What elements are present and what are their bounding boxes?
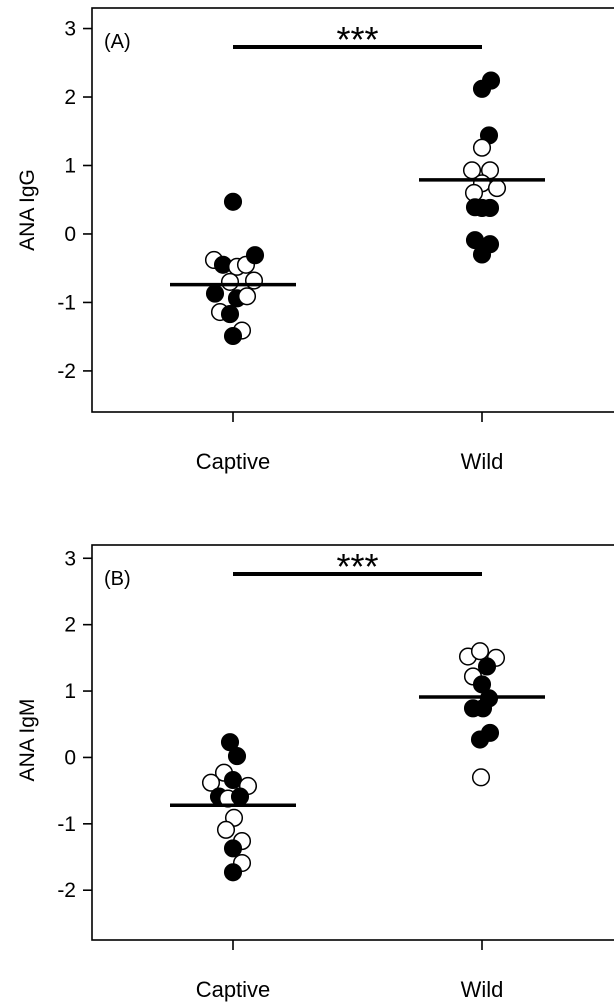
data-point-filled (230, 787, 250, 806)
y-tick-label: 1 (64, 154, 76, 177)
data-point-filled (223, 770, 243, 790)
data-point-filled (223, 326, 243, 346)
x-tick-label: Captive (196, 449, 271, 474)
y-tick-label: -1 (57, 291, 76, 314)
data-point-open (237, 287, 257, 306)
plot-frame (91, 544, 614, 941)
y-tick-label: -1 (57, 813, 76, 836)
panel-label: (A) (104, 31, 131, 53)
data-point-open (216, 820, 236, 839)
significance-label: *** (336, 19, 378, 60)
chart-panel-1: -2 -1 0 1 2 3 Captive Wild ANA IgG (A) *** (16, 7, 614, 474)
data-point-open (220, 272, 240, 291)
data-point-filled (220, 305, 240, 324)
y-tick-label: 3 (64, 18, 76, 41)
data-point-filled (223, 863, 243, 882)
y-tick-label: 2 (64, 86, 76, 109)
y-tick-label: 2 (64, 614, 76, 637)
data-point-filled (227, 747, 247, 766)
data-point-open (201, 773, 221, 792)
data-point-open (472, 138, 492, 157)
y-tick-label: 0 (64, 223, 76, 246)
data-point-filled (480, 198, 500, 217)
chart-panel-2: -2 -1 0 1 2 3 Captive Wild ANA IgM (B) *** (16, 544, 614, 1002)
y-axis-label: ANA IgG (16, 169, 39, 251)
data-point-filled (473, 699, 493, 718)
data-point-filled (205, 284, 225, 303)
y-axis-label: ANA IgM (16, 699, 39, 782)
x-tick-label: Captive (196, 977, 271, 1002)
data-point-open (470, 642, 490, 661)
significance-label: *** (336, 546, 378, 587)
panel-label: (B) (104, 568, 131, 590)
data-point-filled (472, 79, 492, 98)
data-point-filled (245, 246, 265, 265)
y-tick-label: 3 (64, 547, 76, 570)
y-tick-label: -2 (57, 360, 76, 383)
y-tick-label: 1 (64, 680, 76, 703)
y-tick-label: 0 (64, 746, 76, 769)
x-tick-label: Wild (461, 977, 504, 1002)
plot-frame (91, 7, 614, 413)
data-point-filled (477, 657, 497, 676)
data-point-filled (223, 839, 243, 858)
data-point-filled (223, 192, 243, 211)
y-tick-label: -2 (57, 879, 76, 902)
data-point-filled (472, 245, 492, 264)
x-tick-label: Wild (461, 449, 504, 474)
data-point-open (487, 179, 507, 198)
data-point-filled (480, 723, 500, 742)
data-point-open (471, 768, 491, 787)
